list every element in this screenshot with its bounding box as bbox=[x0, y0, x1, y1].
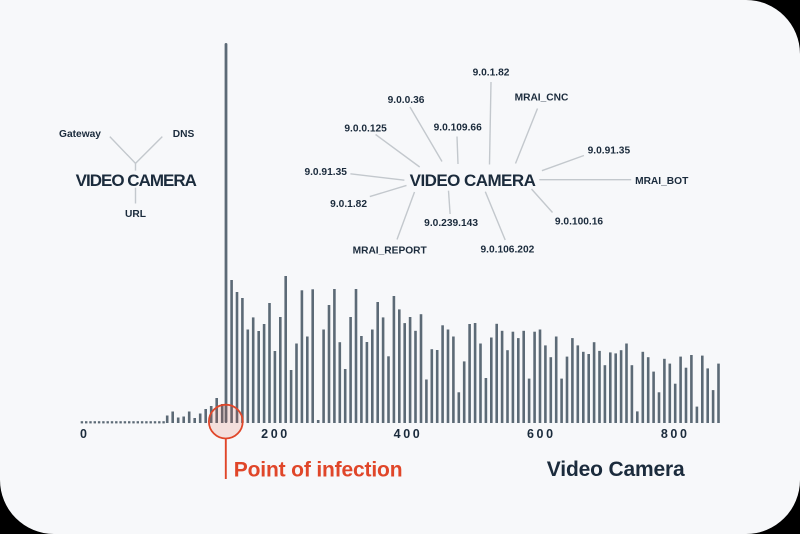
svg-text:VIDEO CAMERA: VIDEO CAMERA bbox=[410, 171, 536, 190]
svg-text:MRAI_CNC: MRAI_CNC bbox=[515, 93, 569, 104]
svg-text:9.0.106.202: 9.0.106.202 bbox=[480, 244, 534, 255]
svg-text:Point of infection: Point of infection bbox=[234, 459, 403, 482]
svg-text:MRAI_BOT: MRAI_BOT bbox=[635, 176, 689, 187]
svg-text:9.0.0.125: 9.0.0.125 bbox=[344, 124, 387, 135]
svg-text:0: 0 bbox=[80, 427, 90, 441]
svg-text:9.0.91.35: 9.0.91.35 bbox=[304, 167, 347, 178]
svg-text:URL: URL bbox=[125, 209, 146, 220]
svg-text:MRAI_REPORT: MRAI_REPORT bbox=[353, 246, 428, 257]
svg-text:800: 800 bbox=[661, 427, 690, 441]
svg-text:400: 400 bbox=[394, 427, 423, 441]
svg-text:200: 200 bbox=[261, 427, 290, 441]
svg-text:9.0.0.36: 9.0.0.36 bbox=[388, 95, 425, 106]
svg-text:Video Camera: Video Camera bbox=[547, 458, 685, 481]
svg-text:VIDEO CAMERA: VIDEO CAMERA bbox=[76, 171, 197, 190]
svg-text:9.0.100.16: 9.0.100.16 bbox=[555, 217, 603, 228]
svg-text:9.0.1.82: 9.0.1.82 bbox=[473, 68, 510, 79]
svg-text:9.0.109.66: 9.0.109.66 bbox=[434, 123, 482, 134]
svg-text:9.0.91.35: 9.0.91.35 bbox=[588, 146, 631, 157]
svg-text:600: 600 bbox=[527, 427, 556, 441]
svg-text:DNS: DNS bbox=[173, 129, 195, 140]
svg-text:Gateway: Gateway bbox=[59, 129, 101, 140]
svg-text:9.0.239.143: 9.0.239.143 bbox=[424, 218, 478, 229]
svg-text:9.0.1.82: 9.0.1.82 bbox=[330, 199, 367, 210]
